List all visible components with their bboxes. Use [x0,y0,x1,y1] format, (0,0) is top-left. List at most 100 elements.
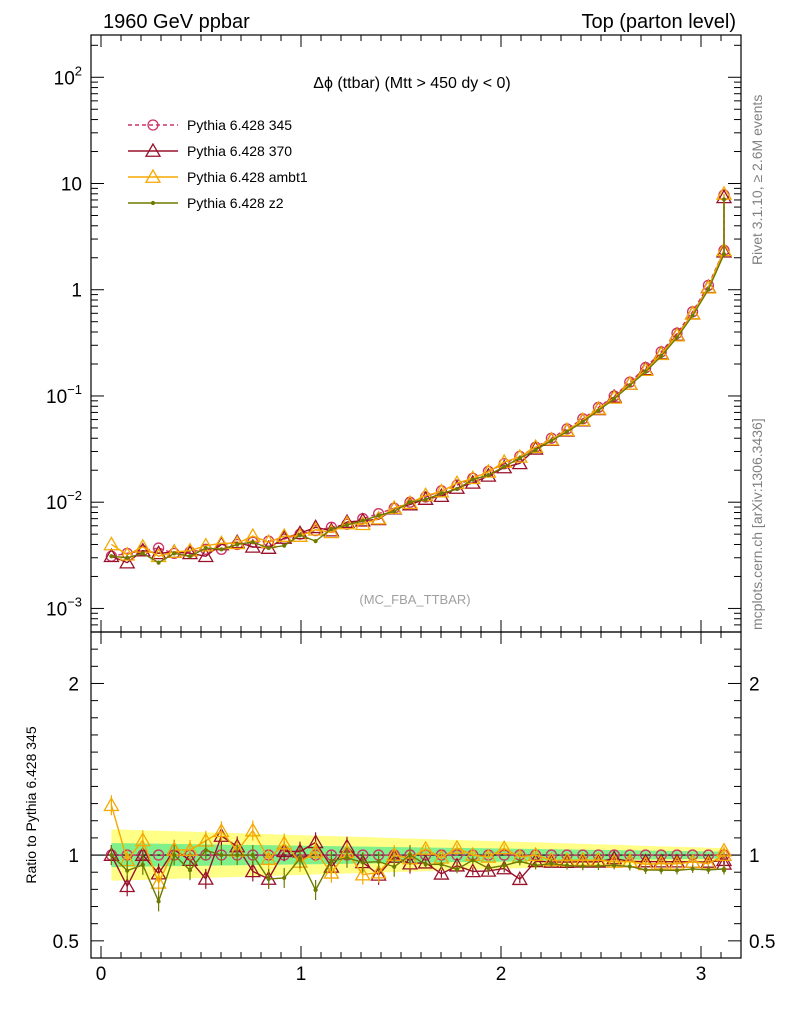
ratio-point [187,868,193,873]
ratio-point [401,855,419,870]
ratio-point [323,864,340,879]
ratio-point [181,841,199,856]
legend-label: Pythia 6.428 ambt1 [187,169,308,185]
series-point [690,313,695,318]
series-point [370,510,387,525]
ratio-point [502,863,507,868]
series-point [706,287,711,292]
ratio-point [407,852,413,858]
x-tick-label: 3 [696,964,707,985]
series-point [668,327,686,342]
ratio-y-tick-label: 1 [68,846,79,867]
series-point [433,483,450,498]
series-point [470,477,475,482]
ratio-point [376,859,381,864]
x-tick-label: 0 [96,964,107,985]
ratio-point [152,849,165,861]
series-point [187,554,193,559]
ratio-point [119,877,136,893]
ratio-point [313,887,318,893]
ratio-point [109,852,114,858]
ratio-point [715,842,733,857]
ratio-point [417,840,434,855]
series-point [549,438,554,443]
y-tick-label-base: 1 [71,281,82,302]
series-point [291,527,309,542]
series-point [235,542,240,547]
series-point [166,543,183,558]
ratio-y-tick-label: 2 [749,674,760,695]
ratio-point [423,862,428,867]
series-point [480,467,497,482]
series-point [514,450,526,463]
y-tick-label-base: 10 [61,175,82,196]
series-point [674,335,680,340]
legend-label: Pythia 6.428 370 [187,143,292,159]
ratio-y-tick-label: 2 [68,674,79,695]
series-point [229,535,246,550]
y-tick-label: 10−3 [46,594,82,620]
series-point [606,389,623,404]
legend-marker [150,200,156,206]
ratio-point [433,865,450,880]
header-left: 1960 GeV ppbar [103,11,250,33]
legend-marker [144,168,162,183]
series-point [643,369,648,374]
series-point [517,456,522,461]
ratio-point [464,863,481,878]
ratio-point [134,832,151,847]
ratio-point [276,835,293,850]
ratio-point [307,843,324,858]
ratio-point [244,822,261,837]
y-tick-label-base: 10 [54,68,75,89]
series-point [150,545,167,560]
ratio-point [596,863,601,869]
series-point [721,252,727,257]
side-label-bottom: mcplots.cern.ch [arXiv:1306.3436] [749,418,765,630]
series-line [111,193,725,557]
ratio-point [150,874,167,889]
ratio-point [549,861,554,866]
y-tick-label: 102 [54,63,82,89]
ratio-point [715,846,733,861]
series-point [596,408,601,413]
ratio-point [564,863,570,868]
ratio-point [244,863,261,878]
ratio-point [496,840,513,855]
ratio-point [612,863,617,868]
series-point [700,279,717,294]
series-point [454,486,460,492]
ratio-point [721,868,727,873]
x-tick-label: 2 [496,964,507,985]
series-point [360,518,365,523]
x-tick-label: 1 [296,964,307,985]
series-point [307,519,324,534]
series-point [502,464,507,469]
ratio-point [392,864,397,869]
ratio-point [140,862,145,867]
ratio-point [470,858,475,863]
y-tick-label-base: 10 [46,493,67,514]
ratio-point [496,860,513,875]
series-point [407,500,413,505]
series-point [527,438,544,454]
ratio-point [213,822,230,838]
ratio-point [235,852,240,858]
series-point [109,554,114,559]
series-point [134,542,151,557]
series-point [392,509,397,514]
ratio-point [297,856,303,861]
y-tick-label: 10−2 [46,488,82,514]
ratio-point [125,868,130,873]
ratio-point [370,864,387,879]
watermark: (MC_FBA_TTBAR) [359,592,470,607]
ratio-point [103,796,120,812]
ratio-point [360,860,365,865]
series-point [297,533,303,538]
series-point [244,538,261,553]
series-point [637,361,654,377]
series-point [276,527,293,542]
series-point [197,547,214,563]
ratio-point [282,875,287,881]
